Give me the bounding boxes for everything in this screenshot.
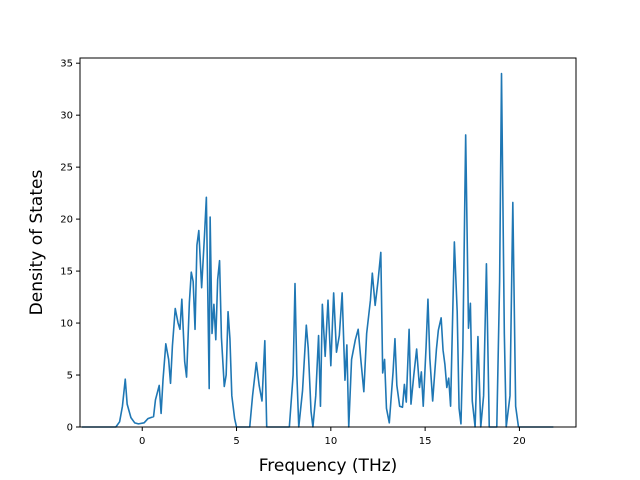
y-tick-label: 15	[60, 267, 73, 278]
y-tick-label: 0	[67, 423, 73, 434]
x-axis-ticks: 0 5 10 15 20	[139, 427, 526, 447]
y-axis-label: Density of States	[27, 170, 47, 316]
y-tick-label: 25	[60, 163, 73, 174]
x-tick-label: 5	[233, 436, 239, 447]
y-tick-label: 10	[60, 319, 73, 330]
x-tick-label: 20	[513, 436, 526, 447]
y-tick-label: 5	[67, 371, 73, 382]
x-tick-label: 0	[139, 436, 145, 447]
y-tick-label: 35	[60, 59, 73, 70]
y-tick-label: 20	[60, 215, 73, 226]
x-tick-label: 15	[419, 436, 432, 447]
y-tick-label: 30	[60, 111, 73, 122]
x-tick-label: 10	[324, 436, 337, 447]
axes-frame	[79, 57, 577, 428]
x-axis-label: Frequency (THz)	[259, 456, 398, 476]
dos-series-line	[81, 72, 554, 428]
plot-area	[81, 72, 554, 428]
y-axis-ticks: 0 5 10 15 20 25 30 35	[60, 59, 80, 434]
